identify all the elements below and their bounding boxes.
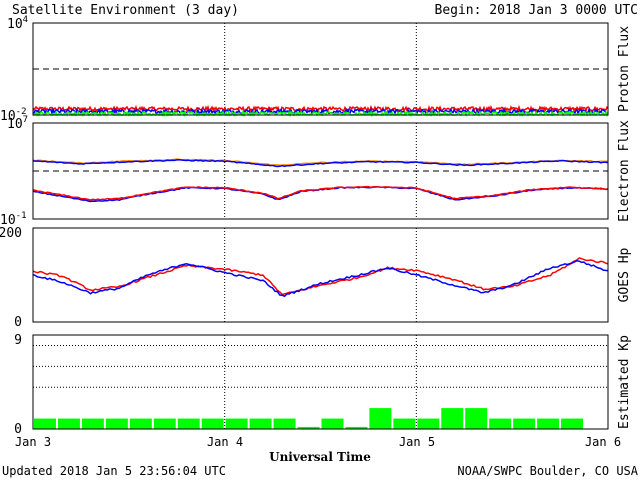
- kp-bar: [417, 418, 440, 429]
- kp-bar: [177, 418, 200, 429]
- kp-bar: [561, 418, 584, 429]
- updated-timestamp: Updated 2018 Jan 5 23:56:04 UTC: [2, 464, 226, 478]
- series-line-1: [32, 257, 609, 296]
- x-tick-label-jan5: Jan 5: [399, 435, 435, 449]
- kp-bar: [297, 426, 320, 429]
- kp-bar: [153, 418, 176, 429]
- panel-3: 0 200 GOES Hp: [0, 226, 632, 330]
- kp-bar: [129, 418, 152, 429]
- kp-bar: [321, 418, 344, 429]
- panel-ylabel: Estimated Kp: [617, 335, 632, 429]
- kp-bar: [345, 426, 368, 429]
- y-tick-label-min: 0: [14, 422, 22, 437]
- panel-frame: [32, 334, 609, 430]
- y-tick-exponent-bottom: -1: [16, 211, 27, 221]
- x-tick-label-jan3: Jan 3: [15, 435, 51, 449]
- panel-frame: [32, 22, 609, 116]
- series-line-2: [32, 260, 609, 298]
- series-line-2: [32, 159, 609, 168]
- kp-bar: [513, 418, 536, 429]
- panel-ylabel: Proton Flux: [617, 26, 632, 112]
- chart-title: Satellite Environment (3 day): [12, 3, 239, 18]
- kp-bar: [489, 418, 512, 429]
- kp-bar: [225, 418, 248, 429]
- begin-time: Begin: 2018 Jan 3 0000 UTC: [435, 3, 639, 18]
- x-tick-label-jan6: Jan 6: [585, 435, 621, 449]
- panel-frame: [32, 122, 609, 220]
- y-tick-exponent-top: 7: [23, 115, 28, 125]
- panel-ylabel: Electron Flux: [617, 120, 632, 222]
- y-tick-label-max: 200: [0, 226, 22, 241]
- kp-bar: [369, 408, 392, 429]
- y-tick-exponent-bottom: -2: [16, 107, 27, 117]
- y-tick-label-min: 0: [14, 315, 22, 330]
- kp-bar: [465, 408, 488, 429]
- x-axis: Jan 3 Jan 4 Jan 5 Jan 6 Universal Time: [15, 435, 621, 464]
- kp-bar: [34, 418, 56, 429]
- kp-bar: [537, 418, 560, 429]
- panel-frame: [32, 227, 609, 323]
- kp-bar: [201, 418, 224, 429]
- kp-bar: [441, 408, 464, 429]
- kp-bar: [57, 418, 80, 429]
- x-axis-label: Universal Time: [269, 450, 371, 464]
- series-line-2: [32, 107, 609, 117]
- kp-bar: [249, 418, 272, 429]
- panel-4: 0 9 Estimated Kp: [14, 333, 632, 437]
- series-line-4: [32, 185, 609, 201]
- kp-bar: [393, 418, 416, 429]
- source-credit: NOAA/SWPC Boulder, CO USA: [457, 464, 638, 478]
- kp-bar: [273, 418, 296, 429]
- panel-ylabel: GOES Hp: [617, 247, 632, 302]
- y-tick-exponent-top: 4: [23, 15, 28, 25]
- y-tick-label-max: 9: [14, 333, 22, 348]
- kp-bar: [105, 418, 128, 429]
- kp-bar: [81, 418, 104, 429]
- x-tick-label-jan4: Jan 4: [207, 435, 243, 449]
